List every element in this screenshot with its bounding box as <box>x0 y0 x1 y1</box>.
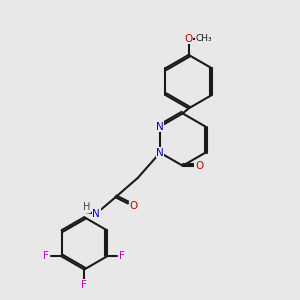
Text: N: N <box>156 122 164 131</box>
Text: O: O <box>184 34 193 44</box>
Text: F: F <box>119 251 125 261</box>
Text: H: H <box>83 202 90 212</box>
Text: CH₃: CH₃ <box>196 34 212 43</box>
Text: O: O <box>129 201 137 211</box>
Text: F: F <box>43 251 49 261</box>
Text: O: O <box>195 161 203 171</box>
Text: N: N <box>156 148 164 158</box>
Text: F: F <box>81 280 87 290</box>
Text: N: N <box>92 208 100 219</box>
